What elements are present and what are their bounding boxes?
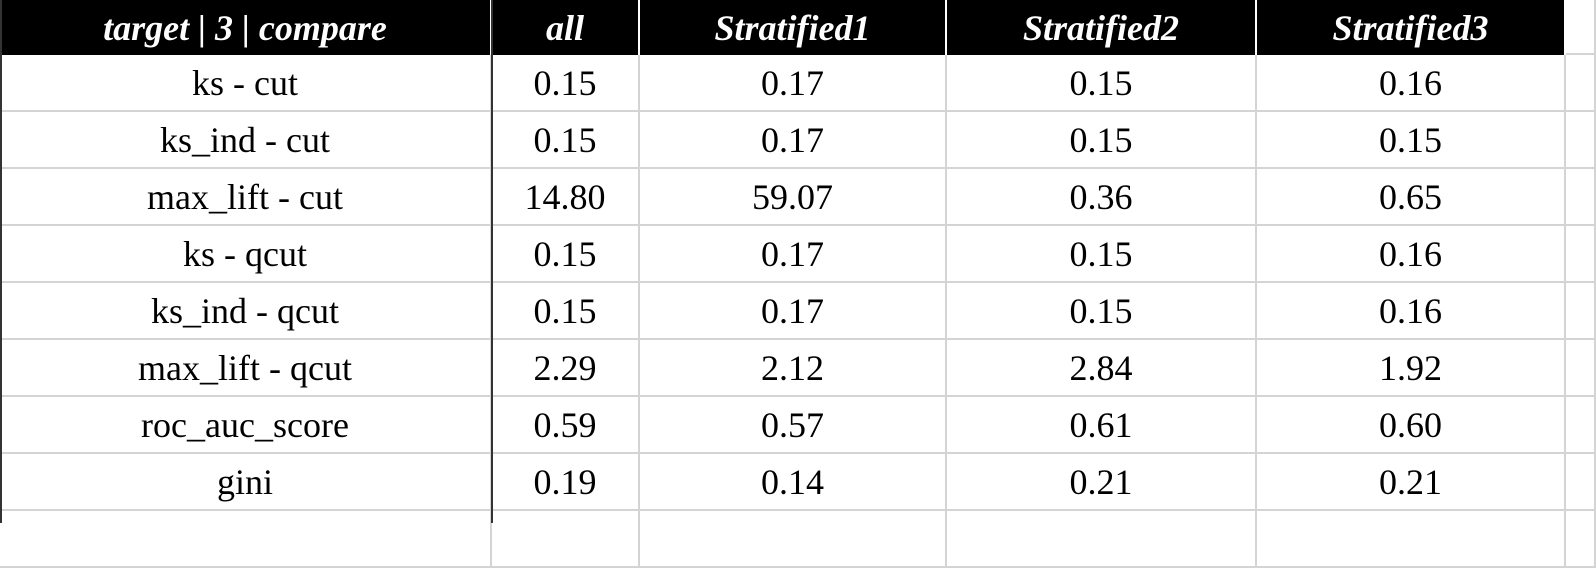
row-label: roc_auc_score <box>0 397 492 454</box>
row-label: max_lift - cut <box>0 169 492 226</box>
row-label: ks_ind - cut <box>0 112 492 169</box>
value-cell: 0.57 <box>640 397 947 454</box>
value-cell: 0.61 <box>947 397 1257 454</box>
value-cell: 0.14 <box>640 454 947 511</box>
value-cell: 0.15 <box>947 226 1257 283</box>
empty-cell <box>1566 226 1596 283</box>
value-cell: 0.17 <box>640 112 947 169</box>
empty-cell <box>1566 0 1596 55</box>
row-label: ks - qcut <box>0 226 492 283</box>
value-cell: 0.15 <box>492 226 640 283</box>
value-cell: 0.17 <box>640 55 947 112</box>
value-cell: 0.16 <box>1257 226 1566 283</box>
value-cell: 59.07 <box>640 169 947 226</box>
value-cell: 0.16 <box>1257 283 1566 340</box>
value-cell: 0.59 <box>492 397 640 454</box>
value-cell: 0.15 <box>947 112 1257 169</box>
value-cell: 2.12 <box>640 340 947 397</box>
header-cell: all <box>492 0 640 55</box>
value-cell: 0.21 <box>1257 454 1566 511</box>
header-cell: Stratified3 <box>1257 0 1566 55</box>
value-cell: 0.21 <box>947 454 1257 511</box>
empty-cell <box>1566 454 1596 511</box>
empty-cell <box>1566 340 1596 397</box>
empty-cell <box>947 511 1257 568</box>
value-cell: 0.16 <box>1257 55 1566 112</box>
column-separator <box>491 0 493 523</box>
value-cell: 1.92 <box>1257 340 1566 397</box>
row-label: max_lift - qcut <box>0 340 492 397</box>
empty-cell <box>1566 397 1596 454</box>
left-border <box>0 0 2 523</box>
empty-cell <box>640 511 947 568</box>
value-cell: 2.29 <box>492 340 640 397</box>
value-cell: 0.15 <box>492 283 640 340</box>
value-cell: 0.19 <box>492 454 640 511</box>
value-cell: 0.17 <box>640 283 947 340</box>
empty-cell <box>1566 283 1596 340</box>
value-cell: 0.15 <box>492 55 640 112</box>
empty-cell <box>1566 511 1596 568</box>
value-cell: 0.15 <box>492 112 640 169</box>
value-cell: 0.60 <box>1257 397 1566 454</box>
empty-cell <box>1257 511 1566 568</box>
value-cell: 0.15 <box>947 55 1257 112</box>
empty-cell <box>1566 55 1596 112</box>
value-cell: 0.36 <box>947 169 1257 226</box>
row-label: ks_ind - qcut <box>0 283 492 340</box>
value-cell: 0.15 <box>1257 112 1566 169</box>
row-label: ks - cut <box>0 55 492 112</box>
value-cell: 0.15 <box>947 283 1257 340</box>
value-cell: 14.80 <box>492 169 640 226</box>
empty-cell <box>492 511 640 568</box>
empty-cell <box>1566 169 1596 226</box>
value-cell: 2.84 <box>947 340 1257 397</box>
value-cell: 0.17 <box>640 226 947 283</box>
header-cell: Stratified1 <box>640 0 947 55</box>
empty-cell <box>0 511 492 568</box>
header-cell: target | 3 | compare <box>0 0 492 55</box>
value-cell: 0.65 <box>1257 169 1566 226</box>
empty-cell <box>1566 112 1596 169</box>
row-label: gini <box>0 454 492 511</box>
header-cell: Stratified2 <box>947 0 1257 55</box>
